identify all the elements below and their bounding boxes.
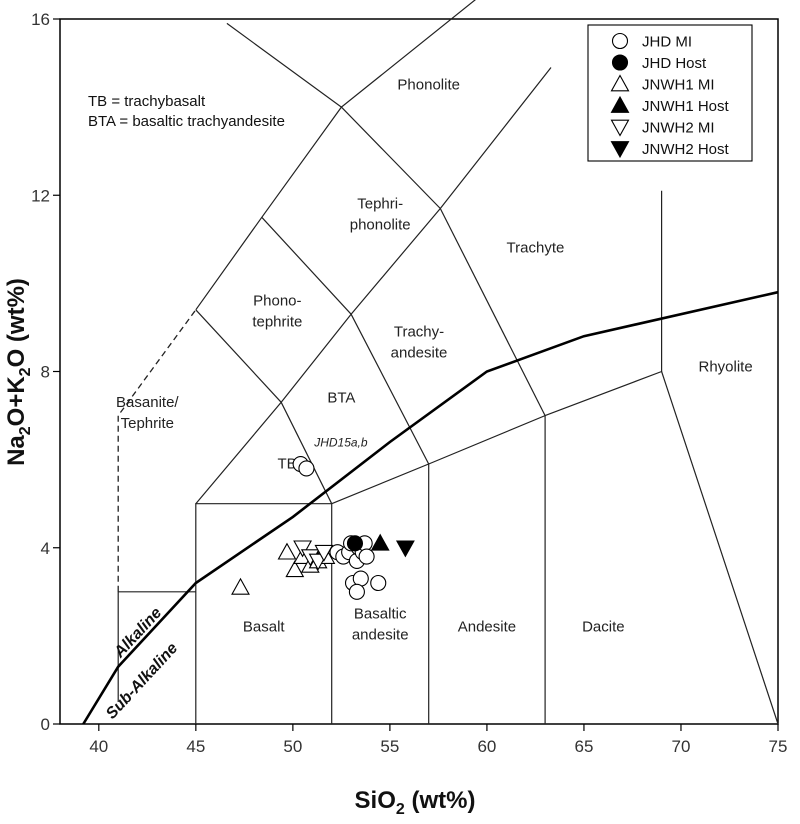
field-boundary-5 [661,371,779,725]
alkaline-subalkaline-divider [82,290,779,725]
jnwh1-host-point-0 [370,533,390,551]
field-label-tephri: Tephri-phonolite [350,195,411,233]
field-label-phonolite: Phonolite [397,77,460,94]
abbreviation-note-1: BTA = basaltic trachyandesite [88,113,285,130]
legend-label-jnwh2-mi: JNWH2 MI [642,120,715,137]
legend-box [587,24,753,162]
y-tick-label-8: 8 [41,363,50,382]
jhd-host-point-0 [346,535,364,552]
legend-label-jnwh2-host: JNWH2 Host [642,141,730,158]
x-tick-label-55: 55 [380,737,399,756]
legend-label-jhd-mi: JHD MI [642,34,692,51]
legend-marker-jnwh1-host [610,95,630,113]
legend-label-jnwh1-mi: JNWH1 MI [642,77,715,94]
x-tick-label-65: 65 [574,737,593,756]
jnwh1-mi-point-0 [231,577,250,595]
y-tick-label-12: 12 [31,186,50,205]
field-label-andesite: Andesite [458,618,516,635]
field-labels: Phonolite Tephri-phonolite Trachyte Phono-t… [116,77,753,644]
x-tick-label-75: 75 [769,737,788,756]
field-boundary-1 [195,503,333,724]
legend-marker-jnwh2-host [610,141,630,159]
data-points [231,455,415,600]
field-boundary-11 [261,216,352,315]
field-boundary-6 [195,67,552,505]
field-label-dacite: Dacite [582,618,625,635]
jnwh2-mi-point-3 [314,544,334,562]
field-boundaries [117,0,779,725]
field-boundary-dashed [117,309,197,592]
y-tick-label-0: 0 [41,715,50,734]
field-label-tb: TB [277,455,296,472]
field-boundary-8 [350,313,430,465]
jhd-mi-point-11 [352,570,369,587]
x-tick-label-40: 40 [89,737,108,756]
x-tick-label-45: 45 [186,737,205,756]
field-boundary-13 [226,0,476,108]
field-boundary-12 [195,309,282,403]
jhd-mi-point-13 [370,574,387,592]
legend-label-jhd-host: JHD Host [642,55,707,72]
x-axis-title: SiO2 (wt%) [355,787,476,818]
sample-label: JHD15a,b [313,435,368,449]
legend-label-jnwh1-host: JNWH1 Host [642,98,730,115]
axes: 40 45 50 55 60 65 70 75 0 4 8 12 16 [31,10,787,756]
field-boundary-9 [439,208,546,416]
jnwh2-host-point-0 [395,540,415,558]
field-boundary-2 [331,463,430,724]
legend-marker-jnwh1-mi [610,74,630,92]
jhd-mi-point-12 [348,583,365,600]
field-label-bta: BTA [327,389,355,406]
divider-line [82,290,779,725]
field-boundary-10 [195,106,441,311]
legend-marker-jnwh2-mi [610,119,630,137]
jhd-mi-point-14 [358,548,375,565]
field-boundary-4 [544,190,663,417]
legend-marker-jhd-mi [611,32,629,50]
field-label-trachyte: Trachyte [507,240,565,257]
field-label-trachy: Trachy-andesite [391,323,448,361]
y-tick-label-4: 4 [41,539,50,558]
legend-marker-jhd-host [611,54,629,71]
field-label-phono: Phono-tephrite [252,292,302,330]
x-tick-label-60: 60 [477,737,496,756]
x-tick-label-70: 70 [672,737,691,756]
field-label-rhyolite: Rhyolite [699,359,753,376]
abbreviation-note-0: TB = trachybasalt [88,93,206,110]
field-boundary-7 [280,402,333,504]
field-label-basaltic: Basaltic andesite [352,605,409,643]
jnwh1-mi-point-1 [277,542,297,560]
jnwh2-mi-point-0 [293,540,313,558]
x-tick-label-50: 50 [283,737,302,756]
jnwh1-mi-point-2 [285,560,305,578]
y-tick-label-16: 16 [31,10,50,29]
field-boundary-3 [428,414,546,724]
legend: JHD MI JHD Host JNWH1 MI JNWH1 Host JNWH2 MI… [587,24,753,162]
abbreviation-notes: TB = trachybasalt BTA = basaltic trachyan… [88,93,285,130]
field-label-basalt: Basalt [243,618,286,635]
jhd-mi-point-1 [298,460,315,477]
field-label-basanite: Basanite/Tephrite [116,394,179,432]
y-axis-title: Na2O+K2O (wt%) [3,278,34,466]
